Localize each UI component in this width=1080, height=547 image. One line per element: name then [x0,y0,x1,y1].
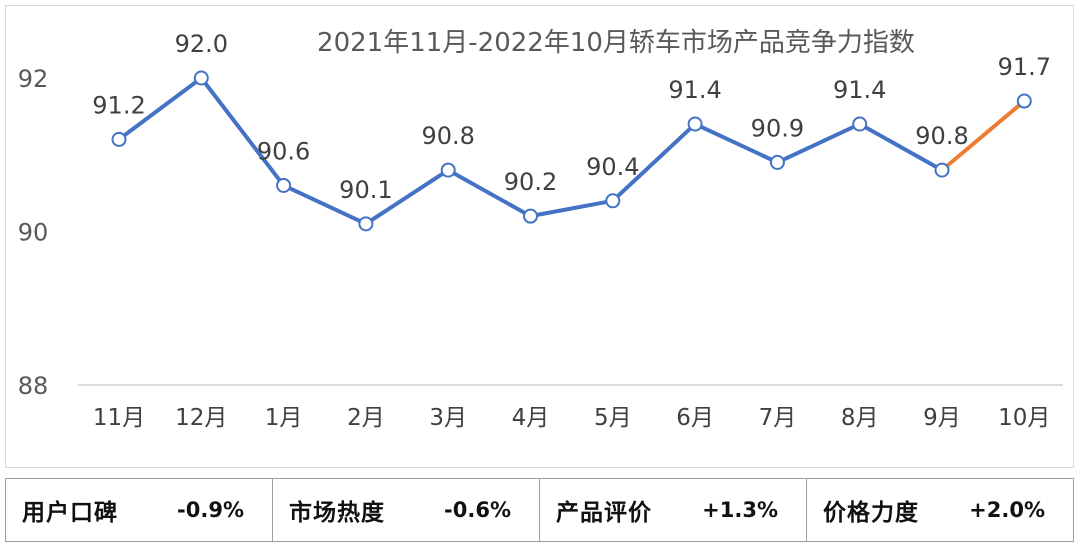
series-segment-highlight [940,99,1027,173]
metric-user-reputation: 用户口碑 -0.9% [6,479,273,541]
data-point-marker [358,216,374,232]
x-tick-label: 2月 [347,405,385,431]
data-label: 90.1 [339,176,392,204]
data-point-marker [852,116,868,132]
series-segment [199,76,286,188]
series-segment [363,168,451,226]
data-point-marker [934,162,950,178]
data-point-marker [769,154,785,170]
series-segment [610,122,698,203]
data-point-marker [605,193,621,209]
data-label: 91.7 [998,53,1051,81]
series-segment [528,198,615,219]
chart-title: 2021年11月-2022年10月轿车市场产品竞争力指数 [317,28,915,58]
metric-label: 市场热度 [289,500,385,526]
metric-label: 产品评价 [556,500,652,526]
summary-bar: 用户口碑 -0.9% 市场热度 -0.6% 产品评价 +1.3% 价格力度 +2… [5,478,1074,542]
data-label: 90.8 [421,122,474,150]
x-tick-label: 8月 [841,405,879,431]
data-point-marker [440,162,456,178]
data-label: 91.2 [92,91,145,119]
x-tick-label: 9月 [923,405,961,431]
x-tick-label: 12月 [175,405,227,431]
data-label: 90.6 [257,137,310,165]
metric-value: -0.6% [444,498,511,522]
x-tick-label: 11月 [93,405,145,431]
data-label: 91.4 [833,76,886,104]
data-label: 90.2 [504,168,557,196]
data-label: 90.8 [915,122,968,150]
x-tick-label: 4月 [512,405,550,431]
metric-price-strength: 价格力度 +2.0% [807,479,1073,541]
data-label: 92.0 [175,30,228,58]
series-segment [117,76,204,142]
metric-label: 用户口碑 [22,500,118,526]
y-tick-label: 88 [18,372,49,400]
chart-frame: 2021年11月-2022年10月轿车市场产品竞争力指数 88 90 92 91.2 92… [5,5,1074,468]
data-label: 90.4 [586,153,639,181]
data-point-marker [1016,93,1032,109]
x-tick-label: 3月 [429,405,467,431]
series-segment [281,183,368,226]
metric-market-heat: 市场热度 -0.6% [273,479,540,541]
x-tick-label: 7月 [759,405,797,431]
x-tick-label: 10月 [998,405,1050,431]
line-chart: 2021年11月-2022年10月轿车市场产品竞争力指数 88 90 92 91.2 92… [18,28,1063,431]
metric-label: 价格力度 [823,500,919,526]
metric-product-rating: 产品评价 +1.3% [540,479,807,541]
data-point-marker [111,131,127,147]
metric-value: +1.3% [702,498,778,522]
data-label: 91.4 [668,76,721,104]
y-tick-label: 92 [18,65,49,93]
series-segment [693,122,780,165]
series-segment [446,168,533,219]
series-segment [857,122,944,173]
data-point-marker [523,208,538,224]
data-point-marker [193,70,209,86]
x-tick-label: 5月 [594,405,632,431]
metric-value: +2.0% [969,498,1045,522]
x-tick-label: 1月 [265,405,303,431]
metric-value: -0.9% [177,498,244,522]
data-point-marker [276,177,292,193]
data-label: 90.9 [751,114,804,142]
y-tick-label: 90 [18,219,49,247]
data-point-marker [687,116,703,132]
series-segment [775,122,862,165]
x-tick-label: 6月 [676,405,714,431]
